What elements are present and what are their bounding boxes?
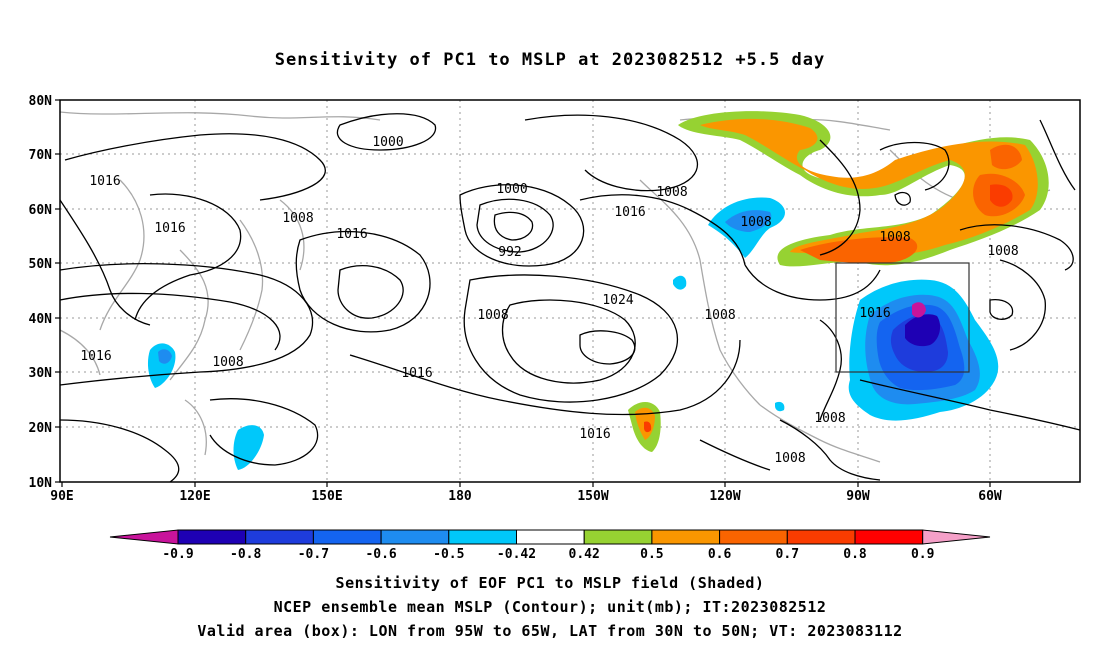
- contour-label: 1008: [879, 230, 910, 245]
- lat-label: 30N: [29, 366, 53, 381]
- lon-label: 90E: [50, 489, 73, 504]
- contour-labels: 1000 1016 1008 1016 1016 1000 992 1008 1…: [80, 135, 1018, 442]
- grid-lines: [60, 100, 1080, 482]
- caption-valid-area: Valid area (box): LON from 95W to 65W, L…: [197, 622, 903, 640]
- colorbar-segment: [380, 529, 450, 545]
- longitude-labels: 90E 120E 150E 180 150W 120W 90W 60W: [50, 489, 1002, 504]
- colorbar: [109, 529, 991, 545]
- contour-label: 1016: [336, 227, 367, 242]
- lon-label: 150W: [577, 489, 608, 504]
- colorbar-low-end: [109, 529, 179, 545]
- colorbar-tick-label: -0.6: [365, 547, 396, 562]
- shade-carib-lightblue: [775, 401, 785, 412]
- lon-label: 150E: [311, 489, 342, 504]
- contour-label: 1016: [154, 221, 185, 236]
- colorbar-tick-label: -0.9: [162, 547, 193, 562]
- lat-label: 70N: [29, 148, 53, 163]
- contour-label: 1008: [987, 244, 1018, 259]
- contour-labels-extra: 1008 1008: [774, 411, 845, 466]
- valid-area-box: [835, 262, 970, 373]
- shade-pacific-blue-2: [158, 349, 172, 364]
- colorbar-segment: [312, 529, 382, 545]
- contour-label-1008-gulf: 1008: [814, 411, 845, 426]
- lat-label: 60N: [29, 203, 53, 218]
- plot-border: [59, 99, 1081, 483]
- lon-label: 60W: [978, 489, 1002, 504]
- contour-label: 1008: [704, 308, 735, 323]
- lon-label: 90W: [846, 489, 870, 504]
- colorbar-tick-label: 0.6: [708, 547, 732, 562]
- colorbar-tick-label: 0.7: [776, 547, 799, 562]
- shade-us-magenta: [912, 302, 926, 318]
- caption-contour: NCEP ensemble mean MSLP (Contour); unit(…: [273, 598, 827, 616]
- lat-label: 10N: [29, 476, 53, 491]
- chart-title: Sensitivity of PC1 to MSLP at 2023082512…: [274, 50, 826, 70]
- colorbar-tick-label: -0.7: [298, 547, 329, 562]
- contour-label-1008-mexico: 1008: [774, 451, 805, 466]
- colorbar-segment: [516, 529, 585, 545]
- shade-hawaii-red: [644, 421, 652, 433]
- mslp-contours: [59, 113, 1081, 483]
- colorbar-segment: [719, 529, 788, 545]
- colorbar-high-end: [922, 529, 991, 545]
- contour-label: 1016: [89, 174, 120, 189]
- contour-label: 1000: [496, 182, 527, 197]
- colorbar-segment: [448, 529, 517, 545]
- lon-label: 120E: [179, 489, 210, 504]
- contour-label: 992: [498, 245, 521, 260]
- contour-label: 1008: [212, 355, 243, 370]
- shade-arctic-orange: [700, 118, 1038, 256]
- colorbar-segment: [786, 529, 856, 545]
- contour-label: 1016: [579, 427, 610, 442]
- colorbar-tick-label: 0.42: [569, 547, 600, 562]
- contour-label: 1008: [740, 215, 771, 230]
- colorbar-segment: [583, 529, 653, 545]
- contour-label: 1016: [80, 349, 111, 364]
- contour-label: 1024: [602, 293, 633, 308]
- colorbar-segment: [245, 529, 314, 545]
- contour-label: 1008: [477, 308, 508, 323]
- colorbar-tick-label: 0.5: [640, 547, 663, 562]
- caption-shaded: Sensitivity of EOF PC1 to MSLP field (Sh…: [335, 574, 765, 592]
- lat-label: 50N: [29, 257, 53, 272]
- contour-label: 1000: [372, 135, 403, 150]
- contour-label: 1016: [401, 366, 432, 381]
- lon-label: 120W: [709, 489, 740, 504]
- contour-label: 1016: [859, 306, 890, 321]
- shade-canada-darkorange: [800, 237, 918, 264]
- sensitivity-shading: [147, 111, 1049, 470]
- lat-label: 40N: [29, 312, 53, 327]
- shade-greenland-darkorange: [990, 144, 1022, 170]
- lon-label: 180: [448, 489, 472, 504]
- contour-label: 1008: [656, 185, 687, 200]
- colorbar-segment: [854, 529, 924, 545]
- colorbar-segment: [651, 529, 721, 545]
- shade-us-darkblue: [905, 314, 941, 347]
- colorbar-labels: -0.9 -0.8 -0.7 -0.6 -0.5 -0.42 0.42 0.5 0.6 0.7 0.…: [162, 547, 934, 562]
- colorbar-tick-label: 0.9: [911, 547, 934, 562]
- colorbar-tick-label: -0.42: [497, 547, 536, 562]
- lat-label: 80N: [29, 94, 53, 109]
- latitude-labels: 80N 70N 60N 50N 40N 30N 20N 10N: [29, 94, 53, 491]
- tick-marks: [55, 99, 991, 487]
- contour-label: 1016: [614, 205, 645, 220]
- lat-label: 20N: [29, 421, 53, 436]
- shade-pacific-blue: [725, 210, 772, 232]
- colorbar-tick-label: 0.8: [843, 547, 867, 562]
- colorbar-tick-label: -0.8: [230, 547, 261, 562]
- shade-wa-lightblue: [673, 275, 687, 290]
- colorbar-segment: [177, 529, 247, 545]
- contour-label: 1008: [282, 211, 313, 226]
- colorbar-tick-label: -0.5: [433, 547, 464, 562]
- shade-arctic-red: [990, 184, 1013, 207]
